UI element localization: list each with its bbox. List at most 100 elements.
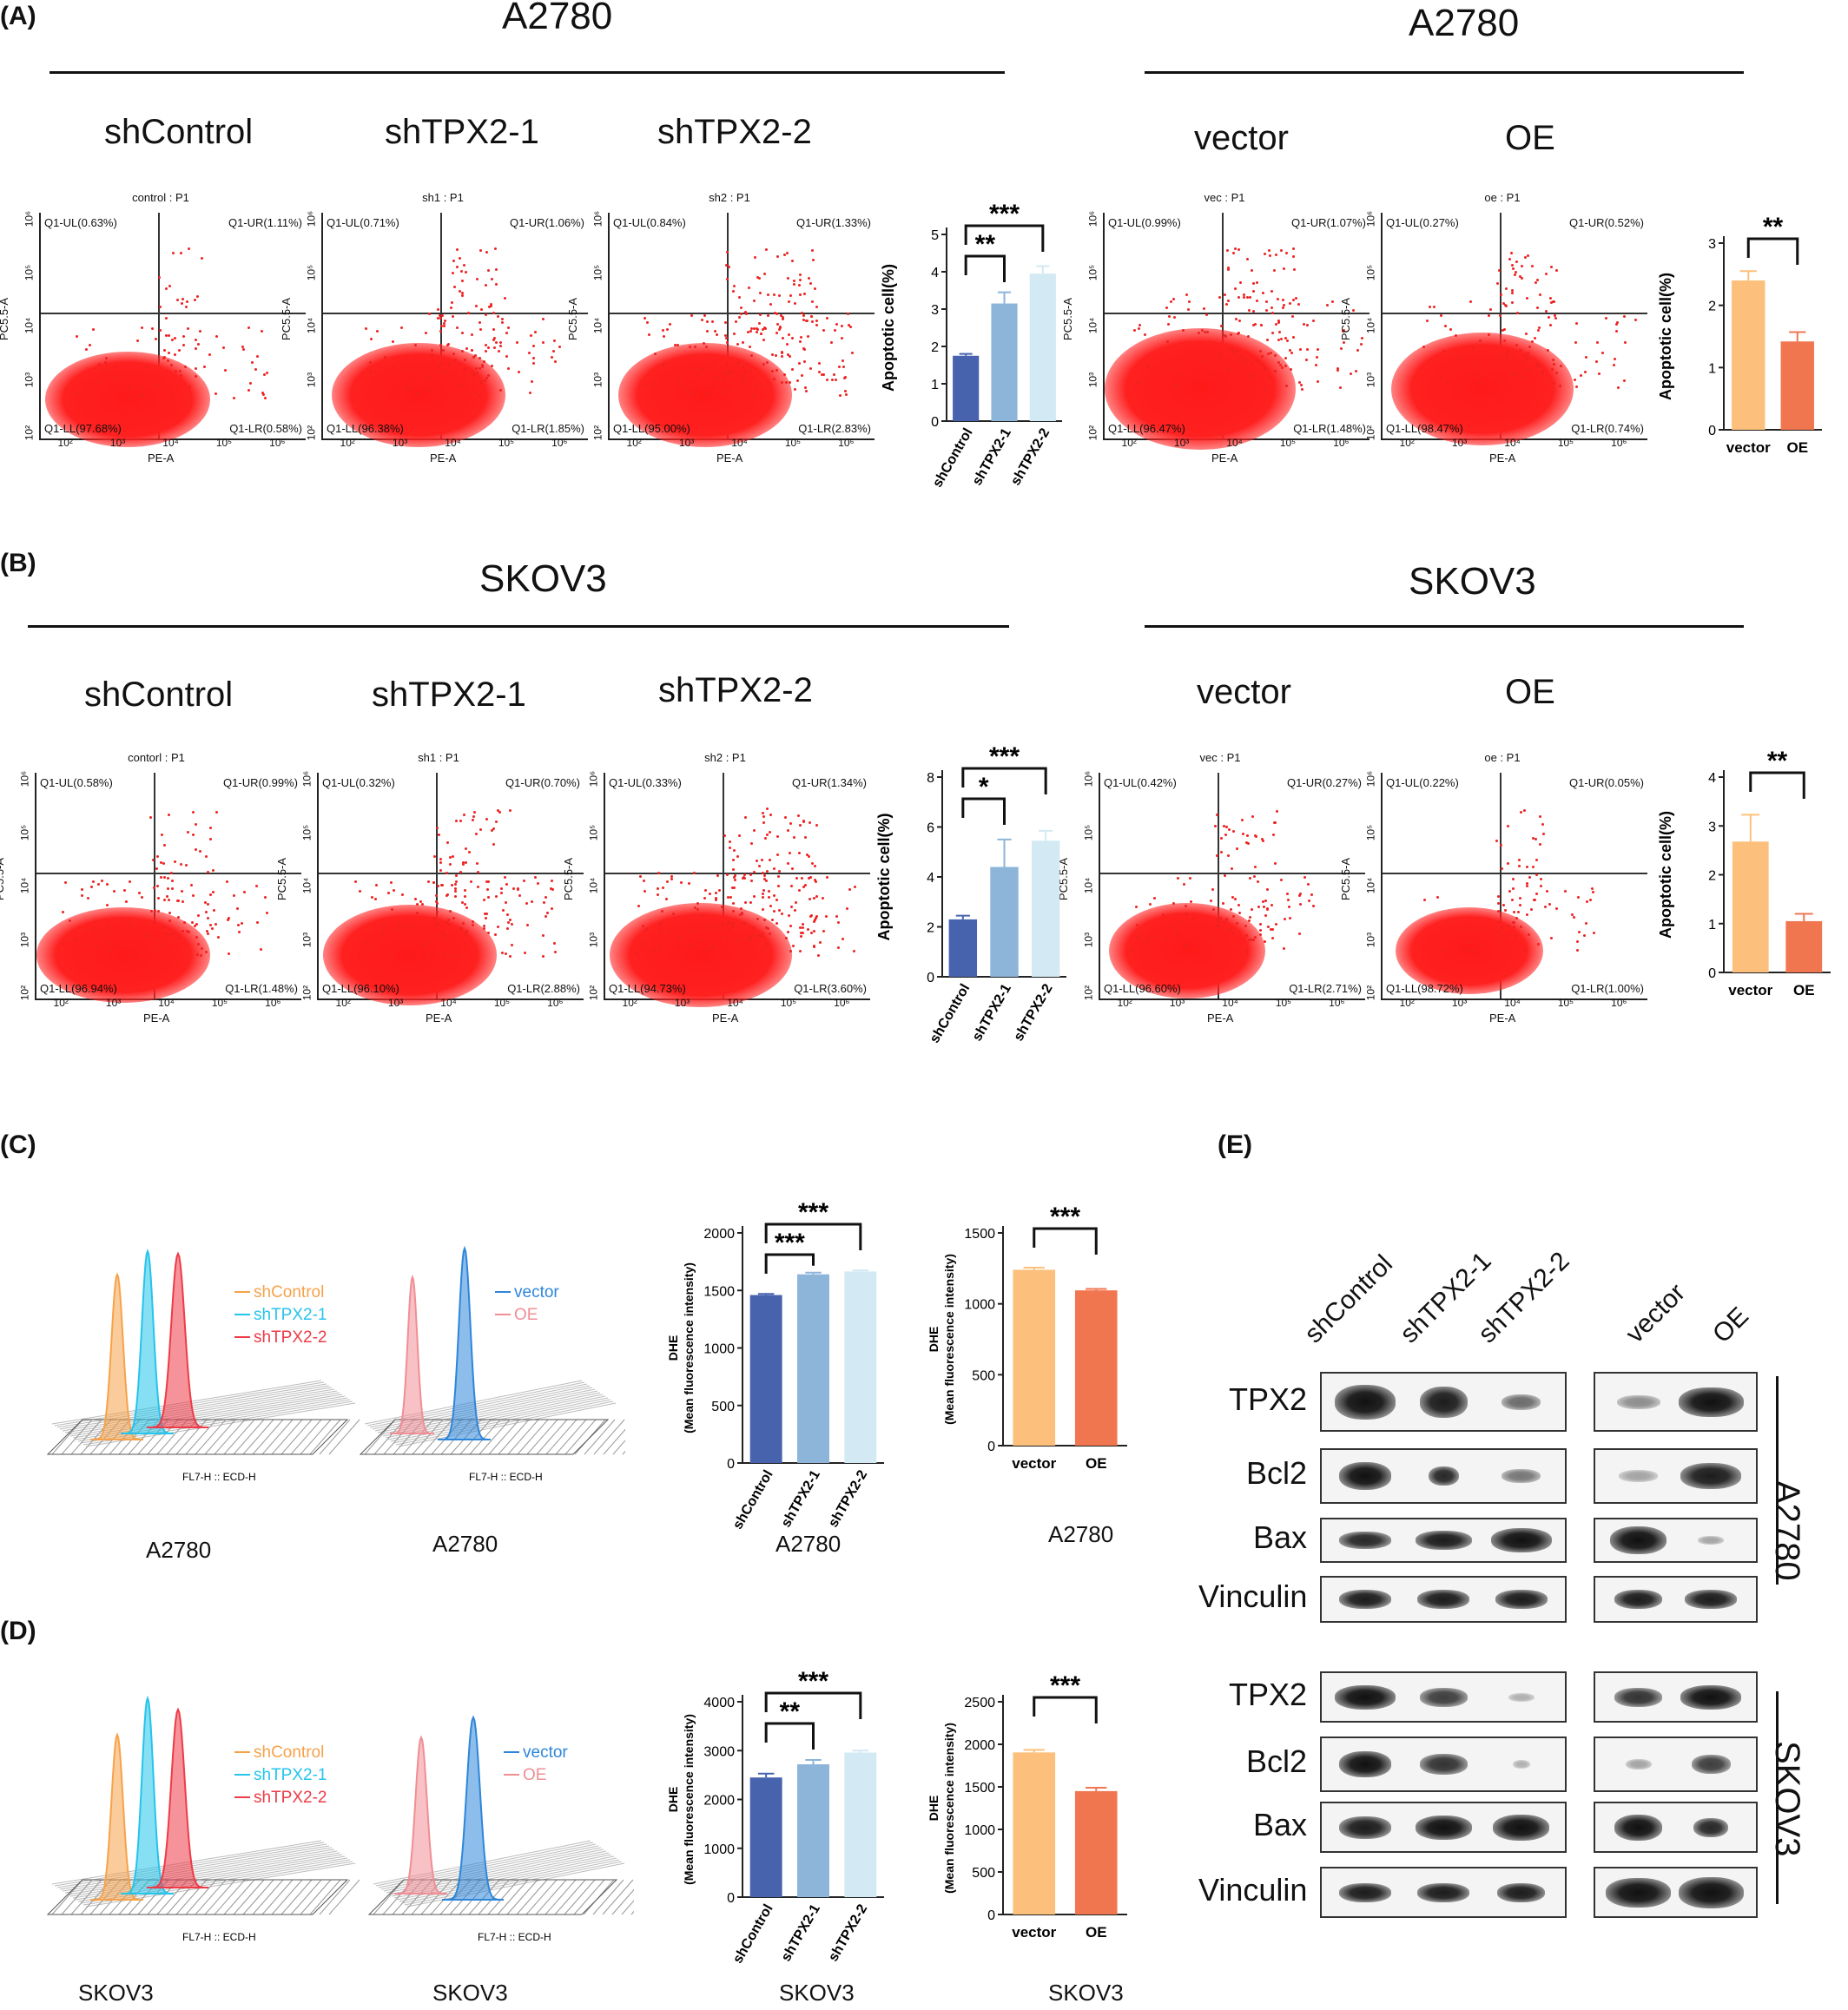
facs-event-dot: [757, 321, 761, 325]
facs-event-dot: [793, 280, 796, 282]
facs-y-tick: 10⁶: [587, 770, 600, 788]
hist-grid-line: [526, 1419, 558, 1455]
facs-event-dot: [205, 929, 208, 933]
sig-stars: **: [975, 230, 996, 259]
facs-event-dot: [478, 367, 481, 371]
facs-event-dot: [1469, 941, 1473, 945]
facs-event-dot: [472, 355, 476, 359]
facs-event-dot: [749, 329, 752, 333]
facs-event-dot: [494, 341, 498, 345]
facs-event-dot: [506, 913, 510, 917]
facs-event-dot: [1221, 902, 1224, 906]
facs-event-dot: [834, 328, 837, 332]
facs-event-dot: [441, 931, 445, 934]
panel-a-left-title: A2780: [502, 0, 613, 37]
facs-event-dot: [435, 901, 439, 905]
facs-event-dot: [543, 900, 546, 904]
panel-b-cond-shtpx2-2: shTPX2-2: [658, 671, 813, 709]
facs-plot-b-5: oe : P1 10⁶ 10⁵ 10⁴ 10³ 10² Q1-UL(0.22%) Q1-…: [1339, 742, 1647, 1025]
facs-event-dot: [781, 350, 784, 353]
facs-x-label: PE-A: [143, 1012, 170, 1025]
facs-x-ticks: 10² 10³ 10⁴ 10⁵ 10⁶: [1103, 437, 1368, 449]
facs-y-tick: 10³: [1082, 932, 1095, 947]
facs-event-dot: [187, 931, 190, 934]
panel-c-hist2-caption: A2780: [432, 1531, 498, 1557]
bar-shtpx2-1: [797, 1274, 829, 1463]
facs-event-dot: [1541, 370, 1544, 373]
facs-event-dot: [1343, 341, 1346, 344]
facs-event-dot: [677, 943, 681, 946]
facs-event-dot: [817, 362, 821, 365]
facs-event-dot: [725, 251, 729, 254]
facs-event-dot: [696, 901, 699, 905]
panel-a-cond-shtpx2-1: shTPX2-1: [385, 113, 539, 151]
facs-gate-h: [1105, 313, 1370, 314]
facs-x-tick: 10³: [105, 997, 122, 1009]
hist-curve: [438, 1245, 492, 1440]
facs-event-dot: [763, 919, 767, 922]
hist-legend-label: shControl: [254, 1743, 324, 1762]
facs-event-dot: [451, 883, 454, 886]
facs-event-dot: [116, 944, 120, 947]
facs-event-dot: [1236, 847, 1239, 851]
facs-event-dot: [499, 389, 503, 392]
facs-event-dot: [1623, 340, 1627, 344]
facs-event-dot: [495, 267, 498, 271]
facs-event-dot: [825, 379, 828, 382]
facs-event-dot: [1218, 295, 1221, 299]
facs-event-dot: [178, 369, 182, 372]
facs-event-dot: [786, 828, 789, 832]
facs-event-dot: [742, 366, 745, 369]
facs-event-dot: [749, 935, 752, 939]
facs-event-dot: [195, 366, 198, 370]
hist-grid-line: [364, 1419, 396, 1455]
facs-event-dot: [195, 923, 199, 926]
facs-event-dot: [1231, 932, 1235, 935]
facs-event-dot: [753, 828, 756, 832]
facs-event-dot: [248, 326, 251, 329]
facs-event-dot: [808, 820, 811, 824]
facs-event-dot: [751, 933, 755, 936]
facs-event-dot: [1271, 332, 1275, 335]
facs-event-dot: [1261, 900, 1264, 903]
facs-event-dot: [463, 374, 466, 378]
facs-event-dot: [723, 379, 725, 382]
facs-event-dot: [830, 340, 834, 344]
facs-event-dot: [1280, 248, 1284, 252]
hist-grid-line: [214, 1879, 246, 1915]
facs-event-dot: [779, 313, 782, 317]
facs-y-tick: 10⁶: [1364, 210, 1377, 227]
facs-event-dot: [442, 325, 446, 328]
facs-event-dot: [206, 870, 209, 873]
facs-event-dot: [793, 909, 796, 913]
facs-event-dot: [1143, 388, 1146, 392]
facs-x-ticks: 10² 10³ 10⁴ 10⁵ 10⁶: [317, 997, 582, 1009]
facs-event-dot: [749, 326, 753, 330]
facs-event-dot: [507, 326, 511, 329]
facs-event-dot: [162, 356, 166, 359]
facs-event-dot: [496, 926, 499, 929]
facs-event-dot: [243, 890, 247, 893]
facs-event-dot: [1519, 811, 1522, 814]
facs-event-dot: [1247, 375, 1251, 379]
facs-event-dot: [765, 926, 768, 930]
facs-event-dot: [1526, 368, 1529, 372]
facs-event-dot: [446, 924, 450, 927]
facs-event-dot: [100, 879, 103, 882]
facs-event-dot: [460, 350, 464, 353]
facs-event-dot: [553, 360, 557, 364]
facs-event-dot: [505, 882, 509, 886]
facs-event-dot: [1535, 279, 1539, 282]
facs-event-dot: [1433, 306, 1436, 309]
facs-event-dot: [1181, 328, 1185, 332]
facs-event-dot: [1595, 360, 1599, 364]
facs-event-dot: [105, 882, 109, 886]
facs-event-dot: [1552, 300, 1555, 303]
facs-event-dot: [814, 878, 817, 881]
facs-event-dot: [162, 861, 166, 865]
facs-event-dot: [777, 293, 781, 297]
facs-event-dot: [802, 931, 805, 934]
facs-event-dot: [460, 291, 464, 294]
facs-event-dot: [765, 360, 769, 364]
facs-event-dot: [1193, 387, 1197, 391]
